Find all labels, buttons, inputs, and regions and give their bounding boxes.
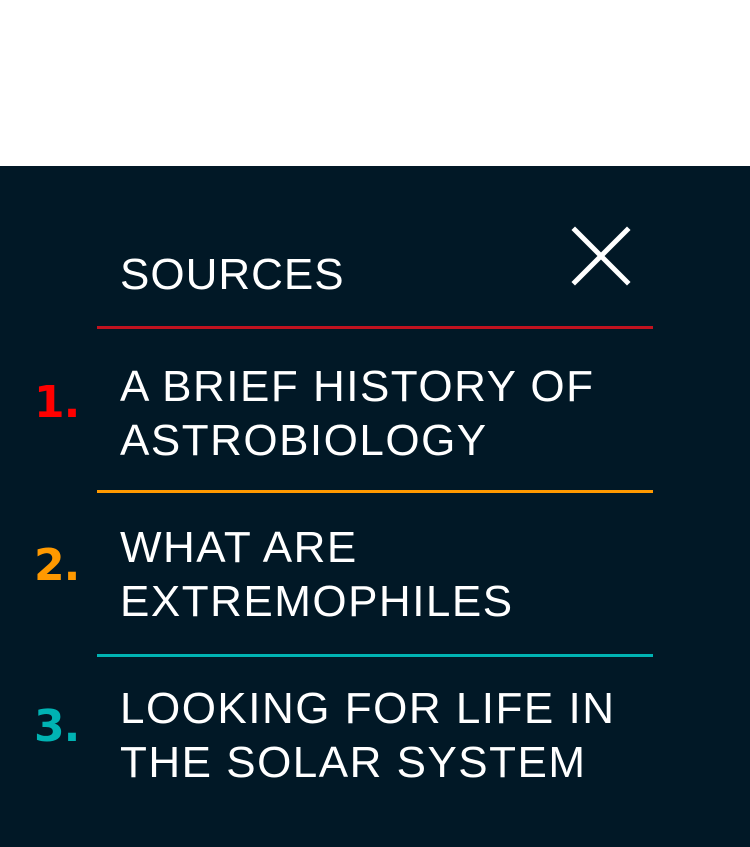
- close-icon: [571, 226, 631, 286]
- header-divider: [97, 326, 653, 329]
- source-divider-2: [97, 654, 653, 657]
- source-link-1[interactable]: A BRIEF HISTORY OF ASTROBIOLOGY: [120, 360, 680, 468]
- source-divider-1: [97, 490, 653, 493]
- source-1-line-2: ASTROBIOLOGY: [120, 416, 488, 465]
- source-3-line-2: THE SOLAR SYSTEM: [120, 738, 587, 787]
- source-number-1: 1.: [34, 377, 80, 428]
- source-1-line-1: A BRIEF HISTORY OF: [120, 362, 595, 411]
- source-number-3: 3.: [34, 701, 80, 752]
- source-link-2[interactable]: WHAT ARE EXTREMOPHILES: [120, 521, 680, 629]
- source-2-line-1: WHAT ARE: [120, 523, 358, 572]
- source-number-2: 2.: [34, 540, 80, 591]
- close-button[interactable]: [567, 222, 635, 290]
- source-2-line-2: EXTREMOPHILES: [120, 577, 514, 626]
- panel-title: SOURCES: [120, 250, 345, 299]
- source-3-line-1: LOOKING FOR LIFE IN: [120, 684, 616, 733]
- source-link-3[interactable]: LOOKING FOR LIFE IN THE SOLAR SYSTEM: [120, 682, 680, 790]
